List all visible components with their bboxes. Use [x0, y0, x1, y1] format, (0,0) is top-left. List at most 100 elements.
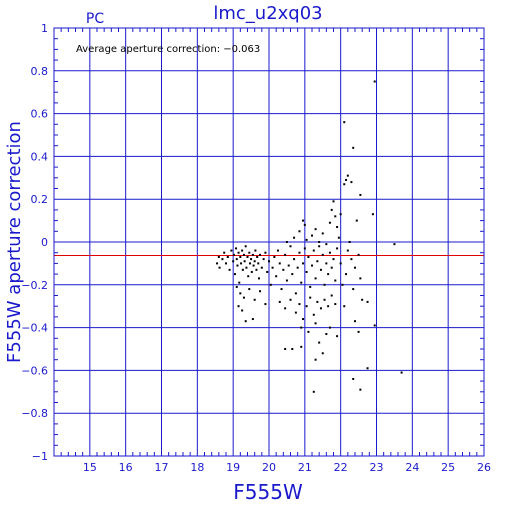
- data-point: [284, 307, 287, 310]
- data-point: [345, 178, 348, 181]
- data-point: [278, 262, 281, 265]
- x-tick-label: 24: [405, 461, 419, 474]
- data-point: [316, 300, 319, 303]
- x-tick-label: 23: [370, 461, 384, 474]
- data-point: [237, 251, 240, 254]
- data-point: [330, 294, 333, 297]
- data-point: [255, 268, 258, 271]
- data-point: [345, 273, 348, 276]
- data-point: [244, 245, 247, 248]
- data-point: [393, 243, 396, 246]
- x-tick-label: 21: [298, 461, 312, 474]
- y-tick-label: 1: [41, 22, 48, 35]
- data-point: [334, 303, 337, 306]
- data-point: [339, 262, 342, 265]
- chart-title: lmc_u2xq03: [213, 3, 322, 24]
- data-point: [336, 335, 339, 338]
- y-tick-label: 0: [41, 236, 48, 249]
- data-point: [354, 320, 356, 323]
- data-point: [284, 253, 287, 256]
- data-point: [366, 367, 369, 370]
- data-point: [221, 258, 224, 261]
- y-axis-label: F555W aperture correction: [4, 121, 25, 363]
- data-point: [294, 292, 297, 295]
- data-point: [307, 255, 310, 258]
- data-point: [243, 260, 246, 263]
- data-point: [330, 266, 333, 269]
- data-point: [319, 268, 322, 271]
- data-point: [273, 255, 276, 258]
- data-point: [254, 249, 257, 252]
- data-point: [257, 262, 260, 265]
- data-point: [237, 305, 240, 308]
- data-point: [232, 260, 235, 263]
- data-point: [318, 245, 321, 248]
- data-point: [250, 270, 253, 273]
- data-point: [291, 273, 294, 276]
- data-point: [257, 277, 260, 280]
- data-point: [242, 296, 245, 299]
- data-point: [276, 249, 279, 252]
- data-point: [332, 200, 335, 203]
- data-point: [264, 251, 267, 254]
- data-point: [330, 208, 333, 211]
- data-point: [232, 253, 235, 256]
- data-point: [318, 241, 321, 243]
- data-point: [252, 264, 255, 267]
- data-point: [325, 333, 328, 336]
- data-point: [314, 358, 317, 361]
- x-tick-label: 18: [190, 461, 204, 474]
- data-point: [235, 258, 238, 261]
- y-tick-label: 0.4: [31, 150, 49, 163]
- data-point: [264, 303, 267, 306]
- data-point: [262, 258, 265, 261]
- data-point: [256, 255, 259, 258]
- data-point: [253, 260, 256, 263]
- data-point: [289, 245, 292, 248]
- data-point: [350, 258, 353, 261]
- data-point: [247, 275, 250, 278]
- data-point: [336, 226, 339, 229]
- data-point: [311, 264, 313, 267]
- data-point: [291, 348, 294, 350]
- data-point: [323, 298, 326, 301]
- x-tick-label: 17: [155, 461, 169, 474]
- data-point: [346, 174, 349, 177]
- x-axis-label: F555W: [233, 480, 303, 504]
- data-point: [236, 264, 239, 267]
- data-point: [312, 249, 315, 252]
- data-point: [287, 264, 290, 267]
- data-point: [314, 228, 317, 231]
- data-point: [303, 247, 306, 250]
- camera-label: PC: [86, 11, 104, 27]
- data-point: [248, 288, 251, 291]
- data-point: [251, 253, 254, 256]
- data-point: [298, 303, 301, 306]
- data-point: [251, 318, 254, 321]
- data-point: [305, 238, 308, 241]
- data-point: [241, 249, 244, 252]
- data-point: [359, 193, 362, 196]
- data-point: [325, 262, 328, 265]
- data-point: [302, 262, 305, 265]
- data-point: [280, 288, 283, 291]
- y-tick-label: −0.8: [21, 407, 48, 420]
- data-point: [328, 221, 331, 224]
- data-point: [233, 273, 236, 276]
- data-point: [309, 296, 312, 299]
- data-point: [354, 266, 356, 269]
- data-point: [373, 324, 376, 327]
- data-point: [305, 305, 308, 308]
- x-tick-label: 26: [477, 461, 491, 474]
- data-point: [337, 236, 340, 239]
- data-point: [309, 285, 312, 288]
- data-point: [302, 219, 305, 222]
- data-points: [216, 80, 403, 393]
- data-point: [312, 390, 315, 393]
- data-point: [314, 277, 317, 280]
- data-point: [289, 298, 292, 301]
- data-point: [359, 388, 362, 391]
- data-point: [346, 249, 349, 252]
- data-point: [318, 341, 321, 344]
